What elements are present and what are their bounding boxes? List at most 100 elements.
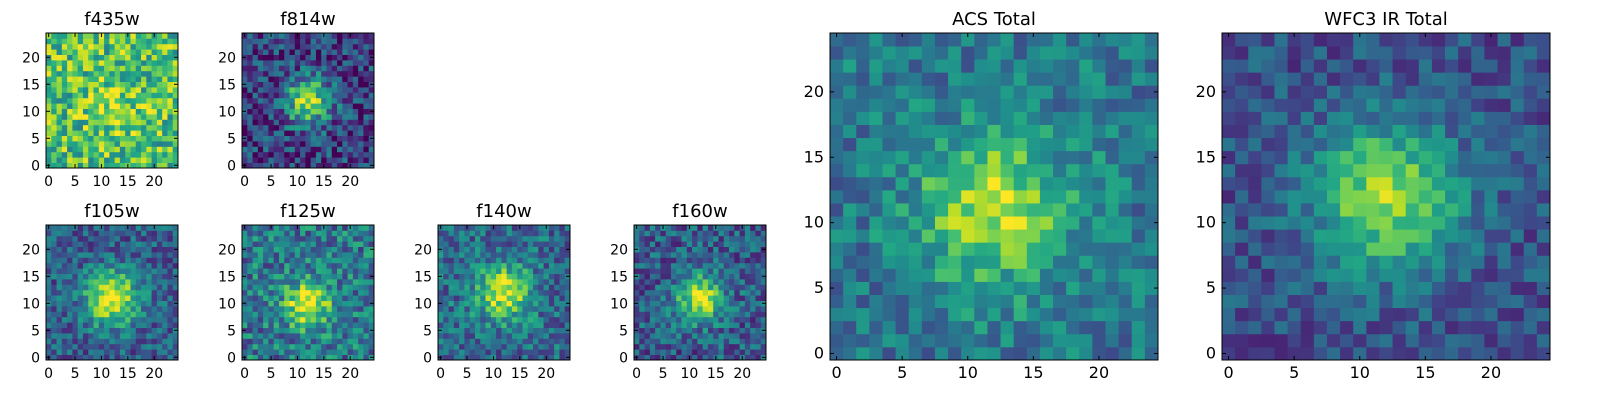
heatmap-cell xyxy=(114,289,121,296)
y-tick-label: 5 xyxy=(423,323,432,339)
heatmap-cell xyxy=(162,289,168,296)
heatmap-cell xyxy=(987,124,1001,139)
heatmap-cell xyxy=(843,137,857,152)
heatmap-cell xyxy=(247,108,253,115)
heatmap-cell xyxy=(511,316,518,323)
heatmap-cell xyxy=(1092,216,1106,230)
heatmap-cell xyxy=(67,54,73,61)
heatmap-cell xyxy=(660,246,667,253)
heatmap-cell xyxy=(300,65,306,72)
heatmap-cell xyxy=(1353,242,1367,256)
heatmap-cell xyxy=(77,349,84,355)
heatmap-cell xyxy=(151,135,158,142)
heatmap-cell xyxy=(634,333,640,339)
heatmap-cell xyxy=(141,235,147,242)
heatmap-cell xyxy=(72,311,79,318)
heatmap-cell xyxy=(363,146,370,153)
heatmap-cell xyxy=(501,246,508,253)
heatmap-cells xyxy=(46,225,179,361)
heatmap-cell xyxy=(257,146,264,153)
heatmap-cell xyxy=(538,273,544,280)
heatmap-cell xyxy=(496,349,502,355)
heatmap-cell xyxy=(1326,307,1341,322)
heatmap-cell xyxy=(135,349,142,355)
heatmap-cell xyxy=(284,81,290,88)
heatmap-cell xyxy=(1144,163,1159,178)
heatmap-cell xyxy=(702,235,709,242)
heatmap-cell xyxy=(1092,163,1106,178)
heatmap-cell xyxy=(485,252,492,258)
heatmap-cell xyxy=(368,338,375,345)
heatmap-cell xyxy=(51,333,57,339)
heatmap-cell xyxy=(830,281,844,295)
heatmap-cell xyxy=(104,60,110,66)
heatmap-cell xyxy=(284,130,290,136)
heatmap-cell xyxy=(93,87,100,93)
heatmap-cell xyxy=(1287,216,1302,230)
heatmap-cell xyxy=(882,189,896,204)
heatmap-cell xyxy=(88,241,94,247)
heatmap-cell xyxy=(755,316,762,323)
heatmap-cell xyxy=(172,262,179,269)
heatmap-cell xyxy=(559,349,566,355)
heatmap-cell xyxy=(321,81,327,88)
heatmap-cell xyxy=(559,262,566,269)
heatmap-cell xyxy=(644,316,651,323)
heatmap-cell xyxy=(1379,307,1393,322)
heatmap-cell xyxy=(453,316,460,323)
heatmap-cell xyxy=(88,33,94,39)
heatmap-cell xyxy=(268,349,275,355)
heatmap-cell xyxy=(67,284,73,291)
heatmap-cell xyxy=(278,289,285,296)
heatmap-cell xyxy=(337,81,343,88)
heatmap-cell xyxy=(114,43,121,50)
heatmap-cell xyxy=(1092,124,1106,139)
heatmap-cell xyxy=(284,70,290,77)
heatmap-cell xyxy=(438,343,444,350)
heatmap-cell xyxy=(56,300,63,307)
heatmap-cell xyxy=(713,252,719,258)
heatmap-cell xyxy=(51,54,57,61)
heatmap-cell xyxy=(242,311,248,318)
heatmap-cell xyxy=(146,124,152,131)
heatmap-cell xyxy=(310,108,317,115)
heatmap-cell xyxy=(908,346,923,361)
heatmap-cell xyxy=(104,322,110,328)
heatmap-cell xyxy=(564,268,571,274)
heatmap-cell xyxy=(485,284,492,291)
heatmap-cell xyxy=(739,333,746,339)
heatmap-cell xyxy=(750,306,756,312)
heatmap-cell xyxy=(93,130,100,136)
heatmap-cell xyxy=(98,289,105,296)
heatmap-cell xyxy=(278,279,285,285)
heatmap-cell xyxy=(82,327,89,334)
heatmap-cell xyxy=(1340,281,1354,295)
heatmap-cell xyxy=(1326,189,1341,204)
heatmap-cell xyxy=(305,252,312,258)
heatmap-cell xyxy=(501,284,508,291)
heatmap-cell xyxy=(443,354,449,361)
heatmap-cell xyxy=(125,343,131,350)
heatmap-cell xyxy=(856,268,870,282)
heatmap-cell xyxy=(1366,216,1380,230)
heatmap-cell xyxy=(172,295,179,301)
heatmap-cell xyxy=(342,92,348,99)
heatmap-cell xyxy=(1366,320,1380,335)
heatmap-cell xyxy=(511,279,518,285)
heatmap-cell xyxy=(533,338,539,345)
heatmap-cell xyxy=(119,151,126,158)
heatmap-cell xyxy=(670,235,677,242)
heatmap-cell xyxy=(676,327,682,334)
heatmap-cell xyxy=(649,252,656,258)
heatmap-cell xyxy=(676,273,682,280)
heatmap-cell xyxy=(1405,242,1420,256)
heatmap-cell xyxy=(146,343,152,350)
heatmap-cell xyxy=(1092,72,1106,86)
heatmap-cell xyxy=(363,257,370,264)
heatmap-cell xyxy=(1497,294,1512,309)
heatmap-cell xyxy=(723,322,730,328)
heatmap-cell xyxy=(289,151,296,158)
heatmap-cell xyxy=(1105,320,1120,335)
heatmap-cell xyxy=(744,316,751,323)
heatmap-cell xyxy=(856,229,870,243)
